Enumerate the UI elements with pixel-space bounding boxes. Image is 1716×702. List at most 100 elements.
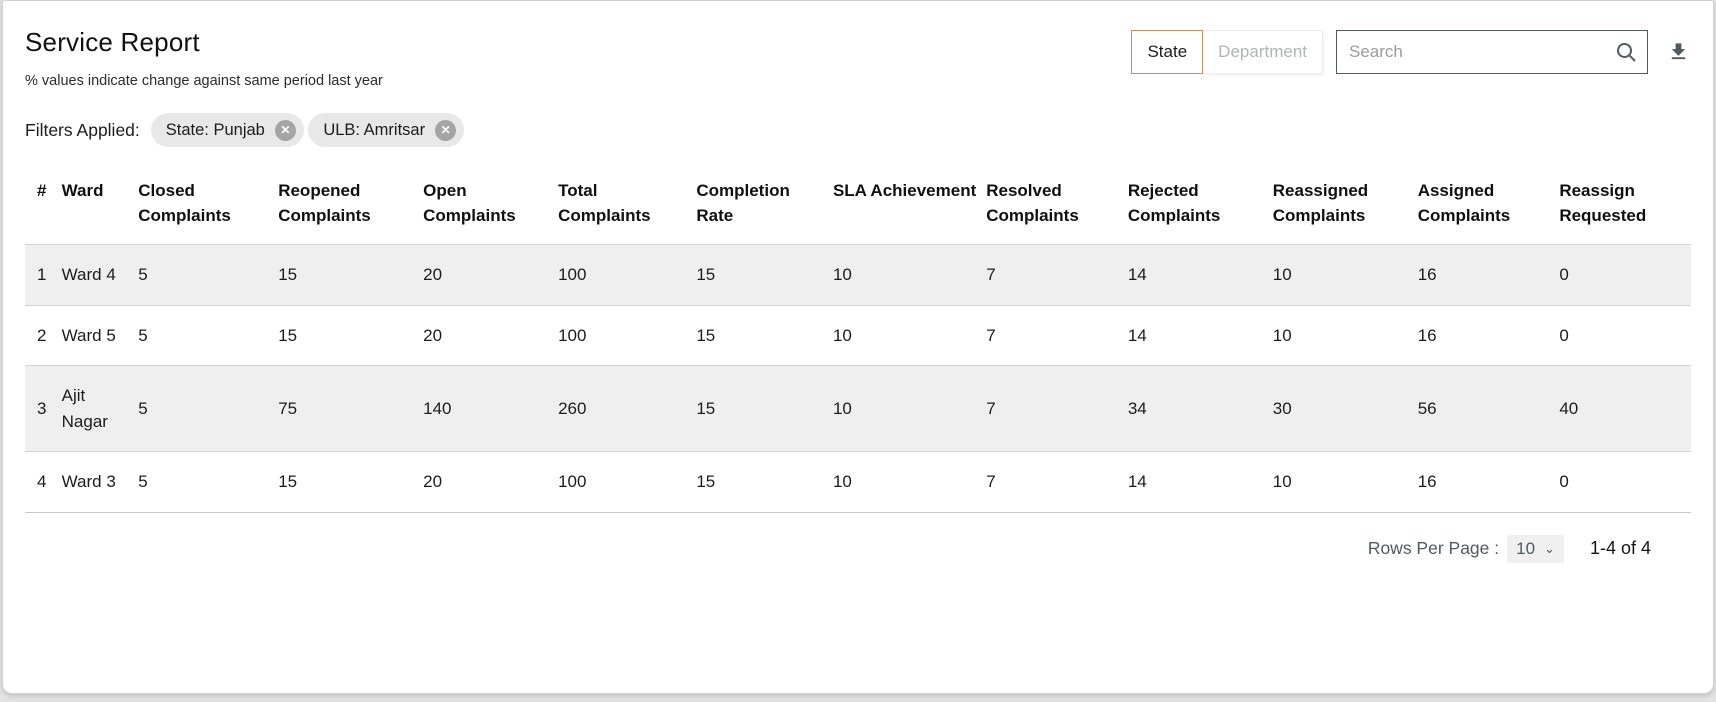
value-cell: 14: [1127, 265, 1147, 285]
value-cell: 15: [696, 399, 716, 419]
page-subtitle: % values indicate change against same pe…: [25, 73, 383, 89]
header-controls: State Department: [1131, 30, 1691, 74]
ward-cell: Ward 3: [61, 472, 116, 492]
filters-applied-label: Filters Applied:: [25, 119, 140, 140]
value-cell: 140: [423, 399, 452, 419]
value-cell: 20: [423, 472, 443, 492]
value-cell: 16: [1417, 325, 1437, 345]
service-report-table: # Ward Closed Complaints Reopened Complaint…: [25, 173, 1691, 513]
value-cell: 16: [1417, 472, 1437, 492]
value-cell: 14: [1127, 472, 1147, 492]
rows-per-page-value: 10: [1516, 538, 1536, 558]
level-toggle: State Department: [1131, 30, 1323, 74]
filter-chip-label: ULB: Amritsar: [323, 120, 426, 139]
value-cell: 7: [986, 325, 996, 345]
column-header: Closed Complaints: [138, 181, 231, 225]
chip-close-icon[interactable]: ✕: [274, 119, 296, 141]
value-cell: 16: [1417, 265, 1437, 285]
value-cell: 15: [696, 472, 716, 492]
value-cell: 15: [278, 325, 298, 345]
value-cell: 0: [1559, 472, 1569, 492]
value-cell: 260: [558, 399, 587, 419]
value-cell: 20: [423, 265, 443, 285]
value-cell: 15: [278, 265, 298, 285]
value-cell: 10: [1272, 265, 1292, 285]
value-cell: 14: [1127, 325, 1147, 345]
row-index-cell: 2: [37, 325, 47, 345]
value-cell: 30: [1272, 399, 1292, 419]
filter-chip: State: Punjab ✕: [150, 113, 304, 147]
pagination-range: 1-4 of 4: [1589, 538, 1651, 559]
value-cell: 10: [832, 265, 852, 285]
filter-chip: ULB: Amritsar ✕: [308, 113, 465, 147]
rows-per-page-label: Rows Per Page :: [1367, 538, 1500, 559]
value-cell: 75: [278, 399, 298, 419]
value-cell: 34: [1127, 399, 1147, 419]
value-cell: 5: [138, 472, 148, 492]
value-cell: 7: [986, 472, 996, 492]
value-cell: 0: [1559, 265, 1569, 285]
header-bar: Service Report % values indicate change …: [25, 1, 1691, 89]
value-cell: 10: [832, 472, 852, 492]
rows-per-page-select[interactable]: 10 ⌄: [1507, 534, 1564, 563]
column-header: Assigned Complaints: [1417, 181, 1511, 225]
table-row: 3 Ajit Nagar 5 75 140 260 15 10 7 34 30 56 40: [25, 365, 1691, 452]
value-cell: 100: [558, 325, 587, 345]
column-header: Total Complaints: [558, 181, 651, 225]
filter-chip-list: State: Punjab ✕ ULB: Amritsar ✕: [150, 113, 465, 147]
value-cell: 5: [138, 265, 148, 285]
table-row: 2 Ward 5 5 15 20 100 15 10 7 14 10 16 0: [25, 305, 1691, 366]
search-box: [1336, 30, 1648, 74]
column-header: Ward: [61, 181, 104, 200]
search-input[interactable]: [1336, 30, 1648, 74]
value-cell: 56: [1417, 399, 1437, 419]
value-cell: 20: [423, 325, 443, 345]
chevron-down-icon: ⌄: [1544, 540, 1555, 556]
filter-chip-label: State: Punjab: [165, 120, 265, 139]
column-header: Reassign Requested: [1559, 181, 1647, 225]
value-cell: 10: [1272, 472, 1292, 492]
column-header: Reassigned Complaints: [1272, 181, 1369, 225]
search-icon: [1614, 40, 1638, 64]
table-header: # Ward Closed Complaints Reopened Complaint…: [25, 173, 1691, 245]
table-row: 1 Ward 4 5 15 20 100 15 10 7 14 10 16 0: [25, 244, 1691, 306]
ward-cell: Ward 4: [61, 265, 116, 285]
table-header-row: # Ward Closed Complaints Reopened Complaint…: [25, 173, 1691, 245]
table-row: 4 Ward 3 5 15 20 100 15 10 7 14 10 16 0: [25, 451, 1691, 513]
value-cell: 7: [986, 265, 996, 285]
download-button[interactable]: [1665, 38, 1691, 64]
value-cell: 15: [278, 472, 298, 492]
value-cell: 15: [696, 265, 716, 285]
title-block: Service Report % values indicate change …: [25, 27, 383, 89]
value-cell: 5: [138, 399, 148, 419]
toggle-department-button[interactable]: Department: [1203, 30, 1323, 74]
value-cell: 15: [696, 325, 716, 345]
table-body: 1 Ward 4 5 15 20 100 15 10 7 14 10 16 0 2 Ward 5 5 15 20 1…: [25, 244, 1691, 513]
value-cell: 10: [1272, 325, 1292, 345]
value-cell: 10: [832, 399, 852, 419]
download-icon: [1667, 40, 1690, 63]
filters-row: Filters Applied: State: Punjab ✕ ULB: Amr…: [25, 113, 1691, 147]
page-title: Service Report: [25, 27, 200, 57]
value-cell: 5: [138, 325, 148, 345]
column-header: Resolved Complaints: [986, 181, 1079, 225]
ward-cell: Ajit Nagar: [61, 386, 108, 431]
value-cell: 40: [1559, 399, 1579, 419]
chip-close-icon[interactable]: ✕: [435, 119, 457, 141]
ward-cell: Ward 5: [61, 325, 116, 345]
column-header: Reopened Complaints: [278, 181, 371, 225]
column-header: #: [37, 181, 47, 200]
value-cell: 7: [986, 399, 996, 419]
column-header: Rejected Complaints: [1127, 181, 1221, 225]
row-index-cell: 4: [37, 472, 47, 492]
row-index-cell: 1: [37, 265, 47, 285]
column-header: SLA Achievement: [832, 181, 977, 200]
value-cell: 0: [1559, 325, 1569, 345]
toggle-state-button[interactable]: State: [1131, 30, 1204, 74]
column-header: Open Complaints: [423, 181, 516, 225]
value-cell: 100: [558, 265, 587, 285]
value-cell: 100: [558, 472, 587, 492]
value-cell: 10: [832, 325, 852, 345]
table-footer: Rows Per Page : 10 ⌄ 1-4 of 4: [25, 534, 1691, 563]
